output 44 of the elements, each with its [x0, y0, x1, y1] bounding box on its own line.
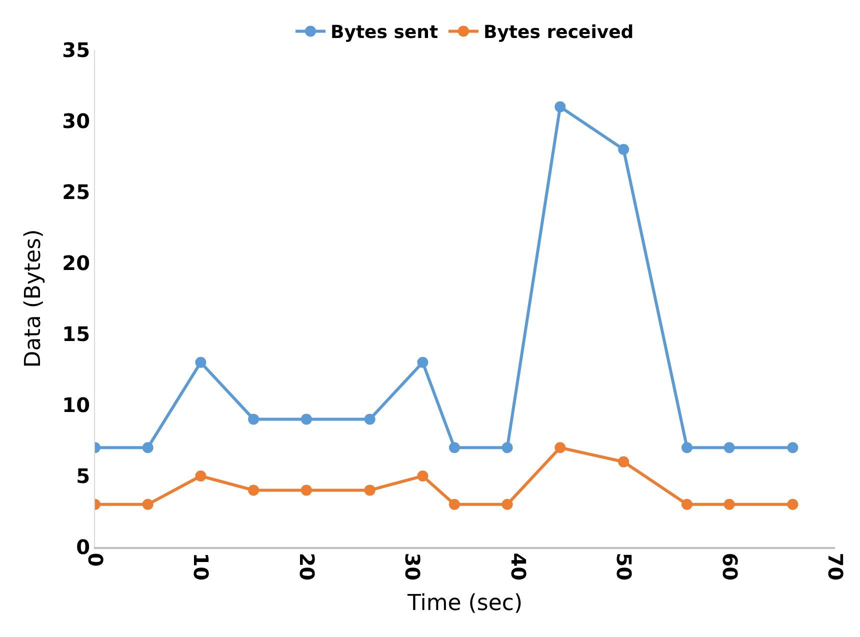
x-tick-label: 40	[506, 552, 530, 581]
point	[300, 414, 312, 425]
x-tick-label: 30	[400, 552, 425, 581]
point	[682, 442, 692, 454]
point	[724, 442, 735, 454]
y-tick-label: 20	[62, 251, 90, 275]
point	[448, 442, 460, 454]
y-tick-label: 25	[62, 180, 90, 204]
point	[300, 484, 312, 496]
legend-label: Bytes sent	[330, 22, 438, 44]
point	[682, 498, 692, 510]
y-tick-label: 5	[76, 464, 90, 488]
point	[448, 498, 460, 510]
point	[787, 442, 798, 454]
y-axis-title: Data (Bytes)	[20, 229, 46, 368]
point	[364, 414, 376, 425]
point	[248, 414, 260, 425]
point	[364, 484, 376, 496]
x-tick-label: 70	[824, 552, 848, 581]
x-axis-title: Time (sec)	[406, 590, 523, 616]
point	[787, 498, 798, 510]
point	[195, 356, 206, 368]
point	[142, 442, 154, 454]
point	[618, 456, 630, 468]
point	[554, 101, 566, 112]
point	[248, 484, 260, 496]
y-tick-label: 15	[62, 322, 90, 346]
point	[142, 498, 154, 510]
y-tick-label: 30	[62, 109, 90, 133]
y-tick-label: 35	[62, 38, 90, 62]
point	[554, 442, 566, 454]
point	[417, 356, 428, 368]
legend-label: Bytes received	[483, 22, 634, 44]
point	[618, 144, 630, 155]
point	[724, 498, 735, 510]
x-tick-label: 20	[294, 552, 319, 581]
point	[502, 498, 513, 510]
y-tick-label: 10	[62, 393, 90, 417]
point	[502, 442, 513, 454]
point	[195, 470, 206, 482]
x-tick-label: 50	[612, 552, 636, 581]
point	[417, 470, 428, 482]
x-tick-label: 60	[718, 552, 742, 581]
x-tick-label: 10	[189, 552, 214, 581]
